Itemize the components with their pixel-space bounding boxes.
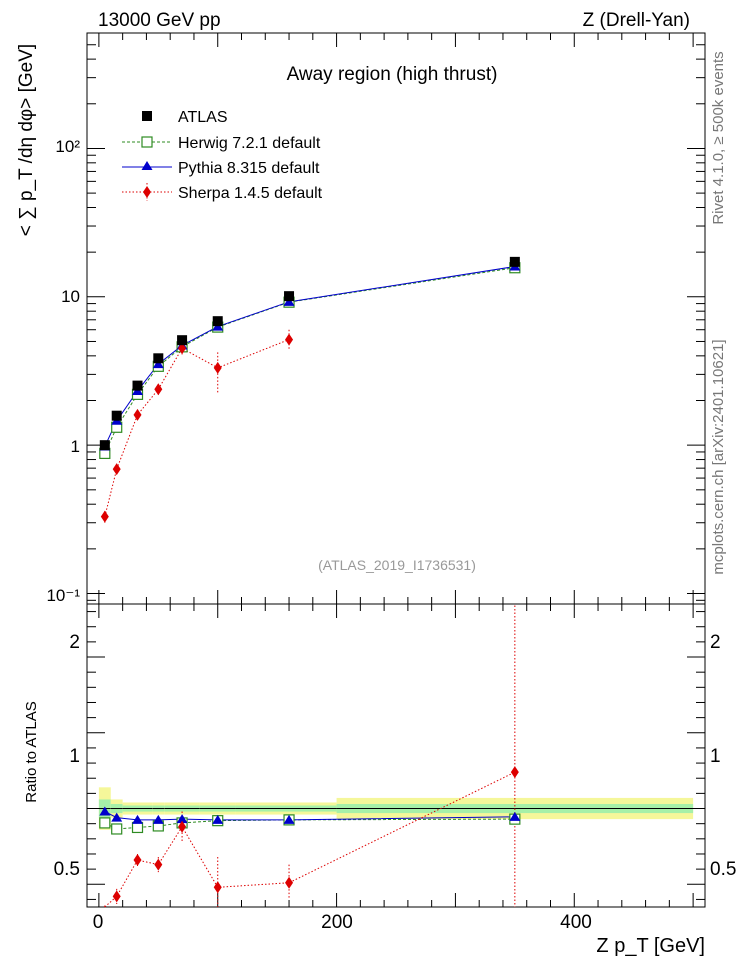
ratio-tick-label-2-left: 2 bbox=[69, 632, 80, 653]
legend-entry-atlas: ATLAS bbox=[142, 109, 228, 126]
series-line-herwig bbox=[104, 267, 515, 454]
ratio-point-pythia bbox=[176, 814, 188, 824]
legend-marker-sherpa bbox=[143, 186, 151, 198]
main-panel: 10⁻¹ 1 10 10² bbox=[46, 32, 706, 605]
ratio-point-sherpa bbox=[133, 854, 142, 867]
point-atlas bbox=[177, 335, 188, 346]
ratio-frame bbox=[86, 603, 706, 908]
point-sherpa bbox=[112, 463, 121, 476]
legend-entry-pythia: Pythia 8.315 default bbox=[122, 160, 320, 177]
process-label: Z (Drell-Yan) bbox=[583, 10, 690, 31]
ratio-line-sherpa bbox=[104, 771, 516, 908]
main-markers bbox=[99, 256, 521, 523]
x-axis-label: Z p_T [GeV] bbox=[596, 935, 705, 957]
side-label-bottom: mcplots.cern.ch [arXiv:2401.10621] bbox=[710, 339, 727, 574]
ratio-point-sherpa bbox=[285, 876, 294, 889]
legend-entry-sherpa: Sherpa 1.4.5 default bbox=[122, 183, 323, 202]
ratio-point-herwig bbox=[131, 821, 144, 834]
main-y-tick-labels: 10⁻¹ 1 10 10² bbox=[46, 137, 80, 605]
point-atlas bbox=[132, 380, 143, 391]
series-line-pythia bbox=[104, 266, 515, 447]
y-tick-label-2: 10 bbox=[61, 287, 80, 306]
ratio-point-sherpa bbox=[510, 766, 519, 779]
ratio-y-axis-label: Ratio to ATLAS bbox=[23, 701, 40, 802]
legend-label-atlas: ATLAS bbox=[178, 109, 228, 126]
chart-title: Away region (high thrust) bbox=[287, 64, 498, 85]
ratio-point-herwig bbox=[99, 817, 111, 829]
ratio-error-bars bbox=[104, 605, 516, 907]
x-tick-label-1: 200 bbox=[321, 912, 353, 933]
main-series-lines bbox=[104, 266, 515, 517]
point-sherpa bbox=[154, 383, 163, 396]
ratio-point-pythia bbox=[152, 814, 164, 824]
point-sherpa bbox=[133, 408, 142, 421]
x-tick-labels: 0 200 400 bbox=[93, 912, 592, 933]
point-pythia bbox=[152, 359, 164, 369]
ratio-point-pythia bbox=[509, 811, 521, 821]
energy-label: 13000 GeV pp bbox=[98, 10, 221, 31]
point-atlas bbox=[111, 410, 122, 421]
x-tick-label-2: 400 bbox=[560, 912, 592, 933]
x-tick-label-0: 0 bbox=[93, 912, 104, 933]
legend-label-sherpa: Sherpa 1.4.5 default bbox=[178, 185, 323, 202]
point-sherpa bbox=[100, 510, 109, 523]
point-sherpa bbox=[178, 342, 187, 355]
ratio-point-sherpa bbox=[112, 890, 121, 903]
ratio-axis-ticks bbox=[87, 604, 705, 907]
ratio-series-lines bbox=[104, 771, 516, 908]
ratio-point-sherpa bbox=[213, 881, 222, 894]
ratio-tick-label-1-right: 1 bbox=[710, 746, 721, 767]
point-atlas bbox=[99, 440, 110, 451]
point-atlas bbox=[284, 291, 295, 302]
ratio-point-pythia bbox=[111, 812, 123, 822]
ratio-markers bbox=[99, 766, 521, 903]
legend-label-pythia: Pythia 8.315 default bbox=[178, 160, 320, 177]
y-tick-label-0: 10⁻¹ bbox=[46, 586, 80, 605]
point-sherpa bbox=[285, 333, 294, 346]
point-atlas bbox=[153, 353, 164, 364]
ratio-uncertainty-bands bbox=[98, 787, 694, 830]
ratio-point-sherpa bbox=[178, 820, 187, 833]
point-pythia bbox=[283, 296, 295, 306]
ratio-tick-labels: 0.5 1 2 0.5 1 2 bbox=[54, 632, 737, 880]
ratio-panel: 0.5 1 2 0.5 1 2 bbox=[54, 603, 737, 908]
legend-marker-herwig bbox=[141, 136, 153, 148]
ratio-tick-label-0-right: 0.5 bbox=[710, 859, 736, 880]
ratio-point-pythia bbox=[132, 814, 144, 824]
ratio-point-pythia bbox=[283, 814, 295, 824]
legend-marker-pythia bbox=[141, 161, 153, 170]
ratio-point-herwig bbox=[111, 823, 123, 835]
ratio-line-pythia bbox=[104, 811, 515, 821]
legend-entry-herwig: Herwig 7.2.1 default bbox=[122, 135, 321, 152]
ratio-tick-label-2-right: 2 bbox=[710, 632, 721, 653]
legend-label-herwig: Herwig 7.2.1 default bbox=[178, 135, 321, 152]
ratio-point-sherpa bbox=[154, 858, 163, 871]
legend: ATLAS Herwig 7.2.1 default Pythia 8.315 … bbox=[122, 109, 323, 202]
point-atlas bbox=[509, 256, 520, 267]
y-tick-label-1: 1 bbox=[71, 437, 80, 456]
y-tick-label-3: 10² bbox=[55, 137, 80, 156]
point-atlas bbox=[212, 316, 223, 327]
series-line-sherpa bbox=[104, 339, 290, 517]
main-error-bars bbox=[104, 329, 290, 523]
ratio-line-herwig bbox=[104, 818, 515, 830]
analysis-label: (ATLAS_2019_I1736531) bbox=[318, 557, 476, 573]
y-axis-label: < ∑ p_T /dη dφ> [GeV] bbox=[16, 44, 37, 236]
ratio-tick-label-1-left: 1 bbox=[69, 746, 80, 767]
ratio-tick-label-0-left: 0.5 bbox=[54, 859, 80, 880]
side-label-top: Rivet 4.1.0, ≥ 500k events bbox=[710, 51, 727, 224]
legend-marker-atlas bbox=[142, 111, 152, 121]
point-sherpa bbox=[213, 361, 222, 374]
ratio-point-pythia bbox=[212, 814, 224, 824]
ratio-point-pythia bbox=[99, 806, 111, 816]
